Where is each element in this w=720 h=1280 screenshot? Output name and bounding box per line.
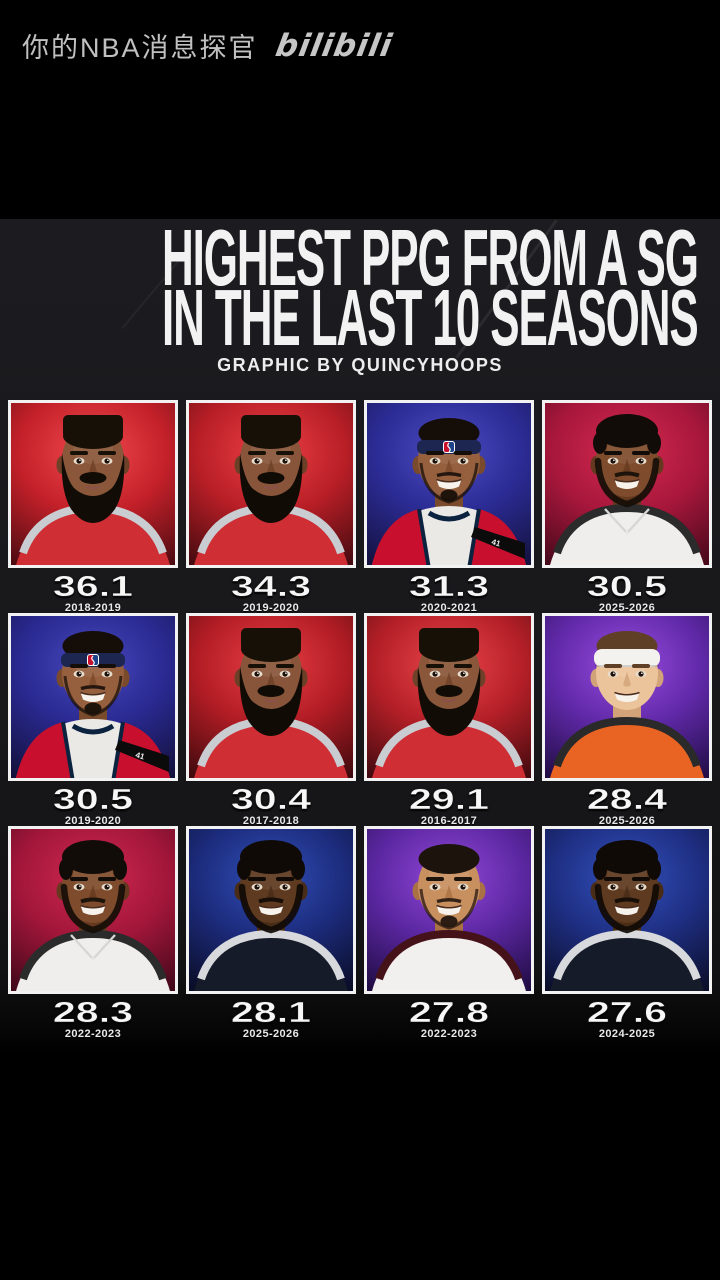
portrait-james-harden	[372, 628, 526, 778]
season-label: 2018-2019	[64, 602, 122, 614]
title-line-2: IN THE LAST 10 SEASONS	[162, 273, 699, 362]
player-photo	[186, 826, 356, 994]
graphic-credit: GRAPHIC BY QUINCYHOOPS	[217, 355, 503, 375]
player-card-harden-2018-2019: 36.1 2018-2019	[8, 400, 178, 614]
player-photo	[186, 613, 356, 781]
player-card-edwards-2024-2025: 27.6 2024-2025	[542, 826, 712, 1040]
player-card-harden-2017-2018: 30.4 2017-2018	[186, 613, 356, 827]
player-card-mitchell-2025-2026: 30.5 2025-2026	[542, 400, 712, 614]
player-card-gillespie-2025-2026: 28.4 2025-2026	[542, 613, 712, 827]
ppg-value: 30.4	[230, 784, 312, 816]
season-label: 2025-2026	[598, 815, 656, 827]
player-card-booker-2022-2023: 27.8 2022-2023	[364, 826, 534, 1040]
portrait-anthony-edwards	[194, 840, 348, 991]
player-card-edwards-2025-2026: 28.1 2025-2026	[186, 826, 356, 1040]
player-card-beal-2019-2020: 41 30.5 2019-2020	[8, 613, 178, 827]
season-label: 2016-2017	[420, 815, 478, 827]
ppg-value: 30.5	[52, 784, 134, 816]
season-label: 2024-2025	[598, 1028, 656, 1040]
player-photo	[542, 613, 712, 781]
season-label: 2022-2023	[64, 1028, 122, 1040]
portrait-anthony-edwards	[550, 840, 704, 991]
ppg-value: 29.1	[408, 784, 490, 816]
player-photo	[364, 826, 534, 994]
ppg-value: 30.5	[586, 571, 668, 603]
player-photo	[186, 400, 356, 568]
player-photo: 41	[8, 613, 178, 781]
bilibili-logo: bilibili	[272, 27, 395, 64]
season-label: 2019-2020	[242, 602, 300, 614]
svg-text:41: 41	[134, 750, 146, 761]
portrait-donovan-mitchell	[16, 840, 170, 991]
ppg-value: 34.3	[230, 571, 312, 603]
ppg-value: 36.1	[52, 571, 134, 603]
season-label: 2025-2026	[598, 602, 656, 614]
portrait-bradley-beal: 41	[15, 631, 171, 778]
player-card-beal-2020-2021: 41 31.3 2020-2021	[364, 400, 534, 614]
player-photo	[542, 826, 712, 994]
player-card-mitchell-2022-2023: 28.3 2022-2023	[8, 826, 178, 1040]
player-photo	[364, 613, 534, 781]
ppg-value: 28.4	[586, 784, 668, 816]
graphic-title: HIGHEST PPG FROM A SG IN THE LAST 10 SEA…	[0, 219, 720, 362]
season-label: 2022-2023	[420, 1028, 478, 1040]
svg-text:41: 41	[490, 537, 502, 548]
player-photo	[542, 400, 712, 568]
portrait-james-harden	[16, 415, 170, 565]
portrait-devin-booker	[372, 844, 526, 991]
ppg-value: 28.1	[230, 997, 312, 1029]
portrait-collin-gillespie	[550, 631, 704, 778]
channel-name: 你的NBA消息探官	[22, 33, 258, 63]
nba-stats-graphic: HIGHEST PPG FROM A SG IN THE LAST 10 SEA…	[0, 219, 720, 1052]
player-card-harden-2019-2020: 34.3 2019-2020	[186, 400, 356, 614]
season-label: 2020-2021	[420, 602, 478, 614]
portrait-donovan-mitchell	[550, 414, 704, 565]
ppg-value: 28.3	[52, 997, 134, 1029]
ppg-value: 27.8	[408, 997, 490, 1029]
player-grid: 36.1 2018-2019 34.3 2019-2020 41 31.3 20…	[8, 400, 712, 1040]
player-photo	[8, 400, 178, 568]
season-label: 2017-2018	[242, 815, 300, 827]
portrait-bradley-beal: 41	[371, 418, 527, 565]
player-photo: 41	[364, 400, 534, 568]
ppg-value: 27.6	[586, 997, 668, 1029]
portrait-james-harden	[194, 628, 348, 778]
player-card-harden-2016-2017: 29.1 2016-2017	[364, 613, 534, 827]
ppg-value: 31.3	[408, 571, 490, 603]
season-label: 2025-2026	[242, 1028, 300, 1040]
portrait-james-harden	[194, 415, 348, 565]
player-photo	[8, 826, 178, 994]
season-label: 2019-2020	[64, 815, 122, 827]
channel-watermark: 你的NBA消息探官 bilibili	[22, 26, 395, 65]
